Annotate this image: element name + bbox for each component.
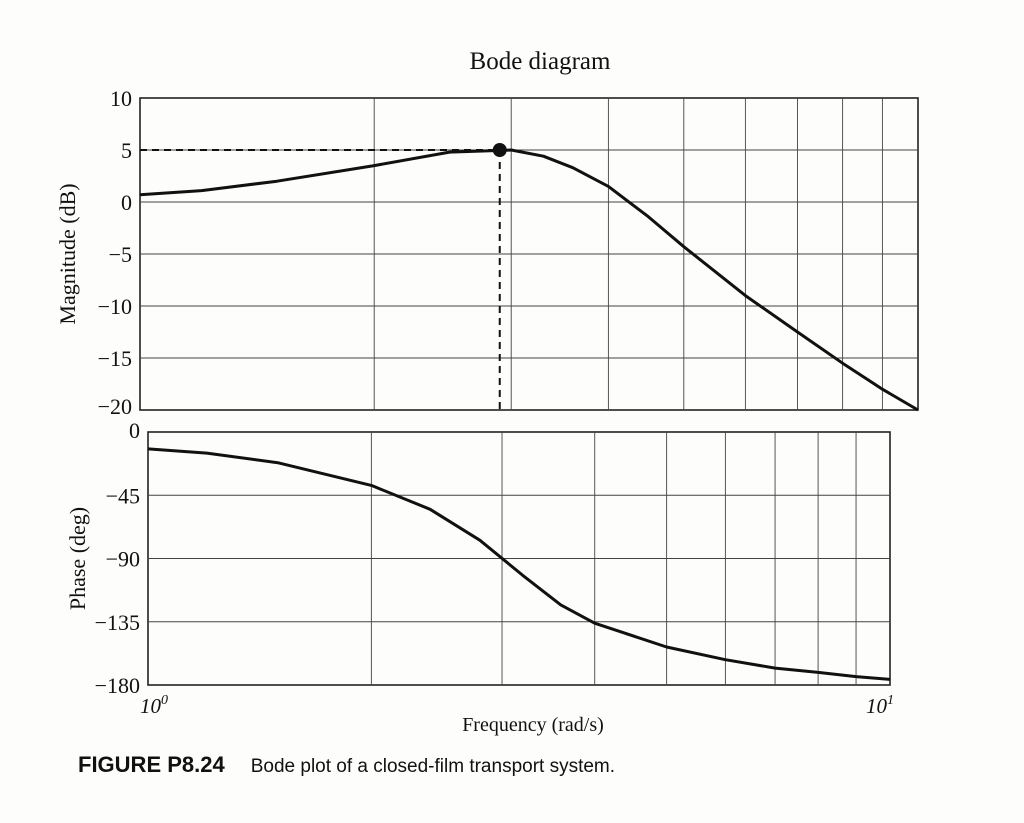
figure-caption: FIGURE P8.24 Bode plot of a closed-film … (78, 752, 615, 778)
phase-y-tick-label: 0 (129, 418, 140, 443)
phase-y-tick-label: −90 (106, 547, 140, 572)
magnitude-y-tick-label: 5 (121, 138, 132, 163)
x-axis-label: Frequency (rad/s) (462, 714, 604, 736)
magnitude-y-tick-label: 0 (121, 190, 132, 215)
x-tick-label: 100 (140, 693, 168, 718)
magnitude-series-line (139, 148, 919, 412)
magnitude-y-tick-label: 10 (110, 86, 132, 111)
phase-series-line (147, 447, 891, 681)
magnitude-y-axis-label: Magnitude (dB) (55, 183, 80, 324)
magnitude-y-tick-label: −5 (109, 242, 132, 267)
magnitude-y-tick-label: −10 (98, 294, 132, 319)
phase-y-axis-label: Phase (deg) (65, 507, 90, 610)
x-tick-label: 101 (866, 693, 894, 718)
peak-marker (492, 143, 507, 157)
phase-y-tick-label: −180 (95, 673, 140, 698)
magnitude-y-tick-label: −15 (98, 346, 132, 371)
magnitude-y-tick-label: −20 (98, 394, 132, 419)
figure-caption-text: Bode plot of a closed-film transport sys… (250, 756, 616, 777)
phase-y-tick-label: −135 (95, 610, 140, 635)
chart-title: Bode diagram (469, 48, 611, 75)
phase-y-tick-label: −45 (106, 483, 140, 508)
figure-label: FIGURE P8.24 (78, 752, 225, 777)
